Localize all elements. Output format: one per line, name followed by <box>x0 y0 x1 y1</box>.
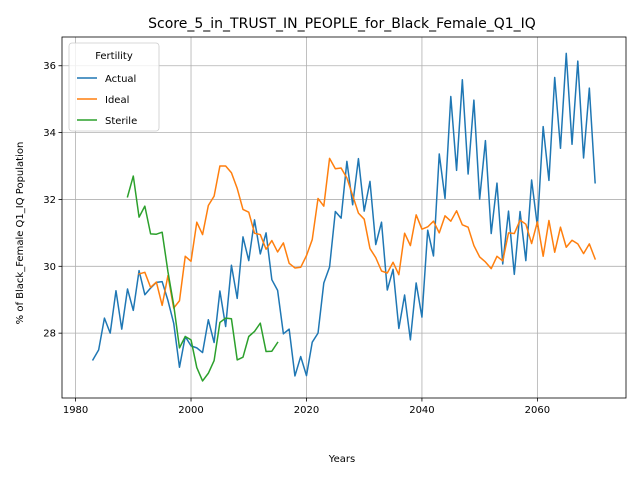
series-line-actual <box>91 52 596 377</box>
legend-title: Fertility <box>95 51 133 62</box>
x-axis-ticks: 1980 2000 2020 2040 2060 <box>63 398 550 416</box>
y-tick-label: 32 <box>43 195 56 206</box>
series-line-sterile <box>126 175 279 382</box>
x-tick-label: 2040 <box>409 405 434 416</box>
legend-box <box>68 42 160 132</box>
x-axis-label: Years <box>328 454 355 465</box>
series-line-ideal <box>138 157 597 309</box>
legend: Fertility Actual Ideal Sterile <box>68 42 160 132</box>
x-tick-label: 1980 <box>63 405 88 416</box>
legend-label-actual: Actual <box>105 74 136 85</box>
x-tick-label: 2060 <box>525 405 550 416</box>
series-layer <box>91 52 597 382</box>
plot-frame <box>61 36 627 399</box>
legend-label-sterile: Sterile <box>105 116 137 127</box>
legend-label-ideal: Ideal <box>105 95 129 106</box>
y-tick-label: 30 <box>43 262 56 273</box>
x-tick-label: 2000 <box>178 405 203 416</box>
y-axis-ticks: 28 30 32 34 36 <box>43 61 62 340</box>
x-tick-label: 2020 <box>294 405 319 416</box>
grid <box>62 37 626 398</box>
y-tick-label: 34 <box>43 128 56 139</box>
y-tick-label: 36 <box>43 61 56 72</box>
y-axis-label: % of Black_Female Q1_IQ Population <box>15 142 26 325</box>
chart-title: Score_5_in_TRUST_IN_PEOPLE_for_Black_Fem… <box>148 16 536 32</box>
y-tick-label: 28 <box>43 329 56 340</box>
